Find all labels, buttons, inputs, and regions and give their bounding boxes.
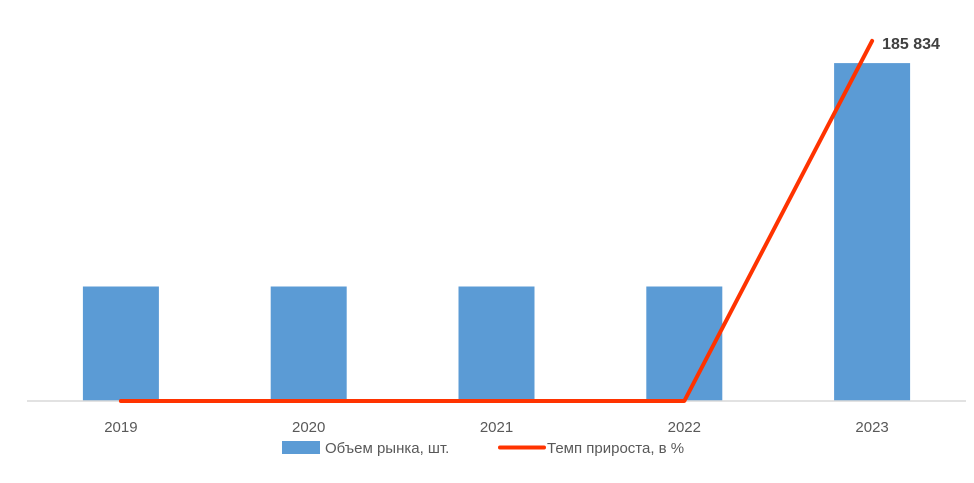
legend-swatch-market-volume	[282, 441, 320, 454]
legend: Объем рынка, шт. Темп прироста, в %	[282, 440, 684, 457]
x-tick-2019: 2019	[104, 419, 137, 436]
x-tick-labels: 2019 2020 2021 2022 2023	[104, 419, 889, 436]
legend-label-growth-rate: Темп прироста, в %	[547, 440, 684, 457]
bar-2020	[270, 286, 347, 401]
data-label-2023: 185 834	[882, 36, 940, 53]
x-tick-2022: 2022	[668, 419, 701, 436]
legend-label-market-volume: Объем рынка, шт.	[325, 440, 449, 457]
bar-2023	[834, 63, 911, 401]
bar-2019	[82, 286, 159, 401]
x-tick-2020: 2020	[292, 419, 325, 436]
bars-layer	[82, 63, 911, 401]
x-tick-2021: 2021	[480, 419, 513, 436]
labels-layer: 185 834	[882, 36, 940, 53]
growth-rate-line	[118, 38, 875, 403]
line-layer	[118, 38, 875, 403]
bar-2021	[458, 286, 535, 401]
bar-2022	[646, 286, 723, 401]
x-tick-2023: 2023	[855, 419, 888, 436]
